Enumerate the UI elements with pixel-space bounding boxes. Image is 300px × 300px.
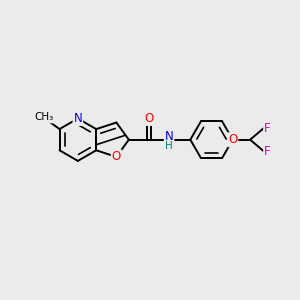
Text: H: H bbox=[165, 141, 173, 151]
Text: N: N bbox=[74, 112, 82, 125]
Text: F: F bbox=[264, 145, 271, 158]
Text: O: O bbox=[144, 112, 154, 125]
Text: O: O bbox=[112, 150, 121, 163]
Text: CH₃: CH₃ bbox=[34, 112, 53, 122]
Text: O: O bbox=[228, 133, 237, 146]
Text: N: N bbox=[165, 130, 173, 143]
Text: F: F bbox=[264, 122, 271, 134]
